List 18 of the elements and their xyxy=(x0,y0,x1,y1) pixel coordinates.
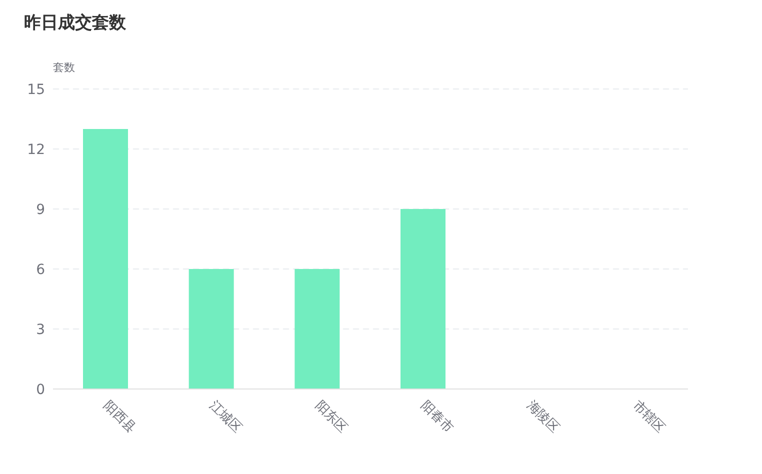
y-tick-label: 3 xyxy=(36,322,45,338)
y-tick-label: 15 xyxy=(27,82,45,98)
bar xyxy=(188,269,234,389)
bar xyxy=(400,209,446,389)
bar xyxy=(294,269,340,389)
y-tick-label: 9 xyxy=(36,202,45,218)
bar xyxy=(83,129,128,389)
chart-title: 昨日成交套数 xyxy=(24,12,126,34)
x-tick-label: 市辖区 xyxy=(629,398,668,436)
y-tick-label: 0 xyxy=(36,382,45,398)
x-tick-label: 阳春市 xyxy=(418,398,456,436)
x-tick-label: 阳西县 xyxy=(100,398,138,436)
x-tick-label: 江城区 xyxy=(206,398,244,436)
y-tick-label: 6 xyxy=(36,262,46,278)
y-axis-title: 套数 xyxy=(53,60,75,75)
x-tick-label: 阳东区 xyxy=(312,398,350,436)
y-tick-label: 12 xyxy=(27,142,45,158)
x-tick-label: 海陵区 xyxy=(524,398,562,436)
